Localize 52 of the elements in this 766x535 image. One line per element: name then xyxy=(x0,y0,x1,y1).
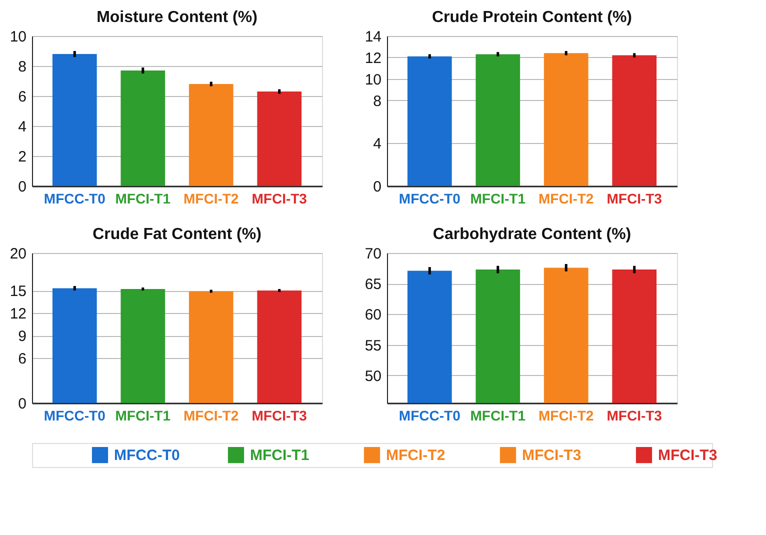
y-tick-label: 8 xyxy=(373,92,382,110)
y-tick-label: 55 xyxy=(364,337,382,354)
x-tick-label: MFCI-T1 xyxy=(115,408,171,424)
y-tick-label: 12 xyxy=(10,306,26,322)
y-tick-label: 70 xyxy=(364,246,382,262)
y-tick-label: 6 xyxy=(18,88,26,106)
x-tick-label: MFCC-T0 xyxy=(44,190,106,206)
bar xyxy=(120,70,166,186)
y-tick-label: 6 xyxy=(18,350,26,368)
x-tick-label: MFCI-T2 xyxy=(184,190,239,206)
x-tick-label: MFCI-T3 xyxy=(606,408,662,424)
y-tick-label: 20 xyxy=(10,246,26,262)
y-tick-label: 65 xyxy=(364,276,382,294)
x-tick-label: MFCI-T1 xyxy=(470,408,526,424)
y-tick-label: 4 xyxy=(373,136,382,153)
y-tick-label: 0 xyxy=(18,396,26,412)
legend-label: MFCI-T3 xyxy=(658,447,718,464)
x-tick-label: MFCI-T2 xyxy=(184,408,239,424)
y-tick-label: 2 xyxy=(18,148,26,166)
chart-title: Carbohydrate Content (%) xyxy=(432,226,632,243)
chart-title: Crude Fat Content (%) xyxy=(92,226,262,243)
x-tick-label: MFCC-T0 xyxy=(44,408,106,424)
y-tick-label: 12 xyxy=(364,50,382,67)
x-tick-label: MFCI-T2 xyxy=(538,408,594,424)
chart-title: Crude Protein Content (%) xyxy=(432,9,632,26)
x-tick-label: MFCC-T0 xyxy=(398,408,461,424)
bar xyxy=(257,92,302,186)
chart-title: Moisture Content (%) xyxy=(96,9,258,26)
y-tick-label: 4 xyxy=(18,118,26,136)
y-tick-label: 15 xyxy=(10,283,26,300)
y-tick-label: 0 xyxy=(18,178,26,196)
legend-label: MFCC-T0 xyxy=(114,447,180,464)
bar xyxy=(188,84,234,186)
legend-label: MFCI-T2 xyxy=(386,447,446,464)
legend-label: MFCI-T3 xyxy=(522,447,582,464)
x-tick-label: MFCI-T1 xyxy=(470,190,526,206)
y-tick-label: 0 xyxy=(373,178,382,196)
x-tick-label: MFCI-T3 xyxy=(252,190,308,206)
y-tick-label: 14 xyxy=(364,28,382,46)
y-tick-label: 10 xyxy=(10,28,26,46)
y-tick-label: 10 xyxy=(364,71,382,88)
x-tick-label: MFCI-T3 xyxy=(252,408,308,424)
y-tick-label: 8 xyxy=(18,58,26,76)
y-tick-label: 60 xyxy=(364,306,382,324)
x-tick-label: MFCI-T3 xyxy=(606,190,662,206)
y-tick-label: 9 xyxy=(18,328,26,345)
x-tick-label: MFCI-T2 xyxy=(538,190,594,206)
x-tick-label: MFCC-T0 xyxy=(398,190,461,206)
legend-label: MFCI-T1 xyxy=(250,447,310,464)
y-tick-label: 50 xyxy=(364,368,382,385)
x-tick-label: MFCI-T1 xyxy=(115,190,171,206)
bar xyxy=(52,54,97,186)
